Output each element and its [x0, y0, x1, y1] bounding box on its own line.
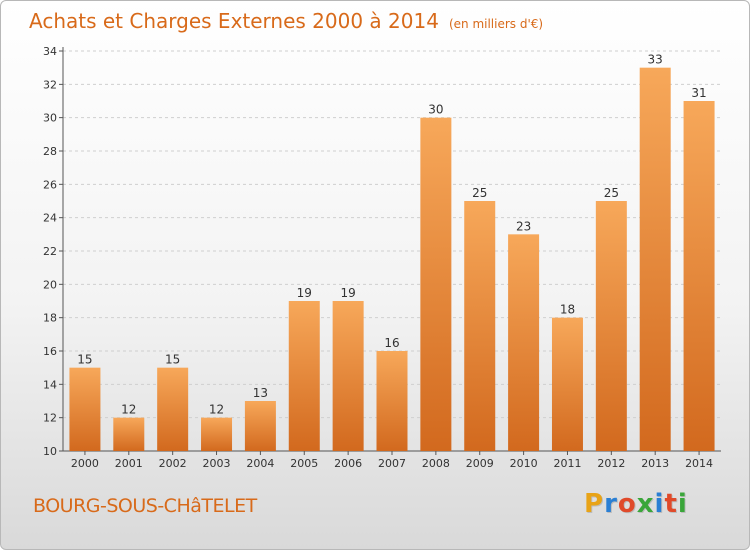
data-label: 23 — [516, 219, 531, 233]
data-label: 12 — [209, 403, 224, 417]
y-tick-label: 10 — [43, 445, 57, 458]
y-tick-label: 28 — [43, 145, 57, 158]
x-tick-label: 2000 — [71, 457, 99, 470]
x-tick-label: 2011 — [553, 457, 581, 470]
bar — [420, 117, 452, 452]
y-tick-label: 26 — [43, 178, 57, 191]
x-tick-label: 2013 — [641, 457, 669, 470]
proxiti-logo: Proxiti — [584, 489, 688, 519]
y-tick-label: 32 — [43, 78, 57, 91]
x-tick-label: 2001 — [115, 457, 143, 470]
y-tick-label: 34 — [43, 45, 57, 58]
logo-letter: P — [584, 489, 605, 519]
bar — [551, 317, 583, 451]
logo-letter: i — [677, 489, 688, 519]
logo-letter: i — [654, 489, 665, 519]
y-tick-label: 24 — [43, 212, 57, 225]
bar — [683, 101, 715, 451]
bar — [595, 201, 627, 451]
bar — [244, 401, 276, 451]
data-label: 25 — [604, 186, 619, 200]
x-tick-label: 2005 — [290, 457, 318, 470]
data-label: 15 — [165, 353, 180, 367]
chart-title-text: Achats et Charges Externes 2000 à 2014 — [29, 9, 439, 33]
data-label: 33 — [648, 53, 663, 67]
y-tick-label: 22 — [43, 245, 57, 258]
x-tick-label: 2003 — [203, 457, 231, 470]
y-tick-label: 18 — [43, 312, 57, 325]
bar — [464, 201, 496, 451]
x-tick-label: 2014 — [685, 457, 713, 470]
bar — [508, 234, 540, 451]
labels: 15 2000 12 2001 15 2002 12 2003 13 2004 19 2005 19 20… — [71, 53, 713, 470]
data-label: 19 — [297, 286, 312, 300]
bar — [332, 301, 364, 451]
bar — [113, 417, 145, 451]
data-label: 18 — [560, 303, 575, 317]
data-label: 30 — [428, 103, 443, 117]
data-label: 13 — [253, 386, 268, 400]
x-tick-label: 2004 — [246, 457, 274, 470]
x-tick-label: 2006 — [334, 457, 362, 470]
chart-title: Achats et Charges Externes 2000 à 2014 (e… — [29, 9, 543, 33]
data-label: 15 — [77, 353, 92, 367]
bar — [69, 367, 101, 451]
y-tick-label: 30 — [43, 112, 57, 125]
x-tick-label: 2007 — [378, 457, 406, 470]
bar — [288, 301, 320, 451]
data-label: 25 — [472, 186, 487, 200]
data-label: 16 — [384, 336, 399, 350]
x-tick-label: 2002 — [159, 457, 187, 470]
data-label: 19 — [340, 286, 355, 300]
y-tick-label: 16 — [43, 345, 57, 358]
logo-letter: t — [664, 489, 678, 519]
y-tick-label: 12 — [43, 412, 57, 425]
x-tick-label: 2009 — [466, 457, 494, 470]
logo-letter: x — [636, 489, 655, 519]
data-label: 31 — [691, 86, 706, 100]
bar — [639, 67, 671, 452]
logo-letter: o — [617, 489, 637, 519]
bar — [376, 351, 408, 451]
chart-unit: (en milliers d'€) — [448, 17, 544, 31]
x-tick-label: 2012 — [597, 457, 625, 470]
x-tick-label: 2008 — [422, 457, 450, 470]
bar — [201, 417, 233, 451]
data-label: 12 — [121, 403, 136, 417]
logo-letter: r — [604, 489, 618, 519]
commune-name: BOURG-SOUS-CHâTELET — [33, 495, 257, 517]
y-tick-label: 20 — [43, 278, 57, 291]
bar — [157, 367, 189, 451]
y-tick-label: 14 — [43, 378, 57, 391]
bars — [69, 67, 715, 452]
x-tick-label: 2010 — [510, 457, 538, 470]
